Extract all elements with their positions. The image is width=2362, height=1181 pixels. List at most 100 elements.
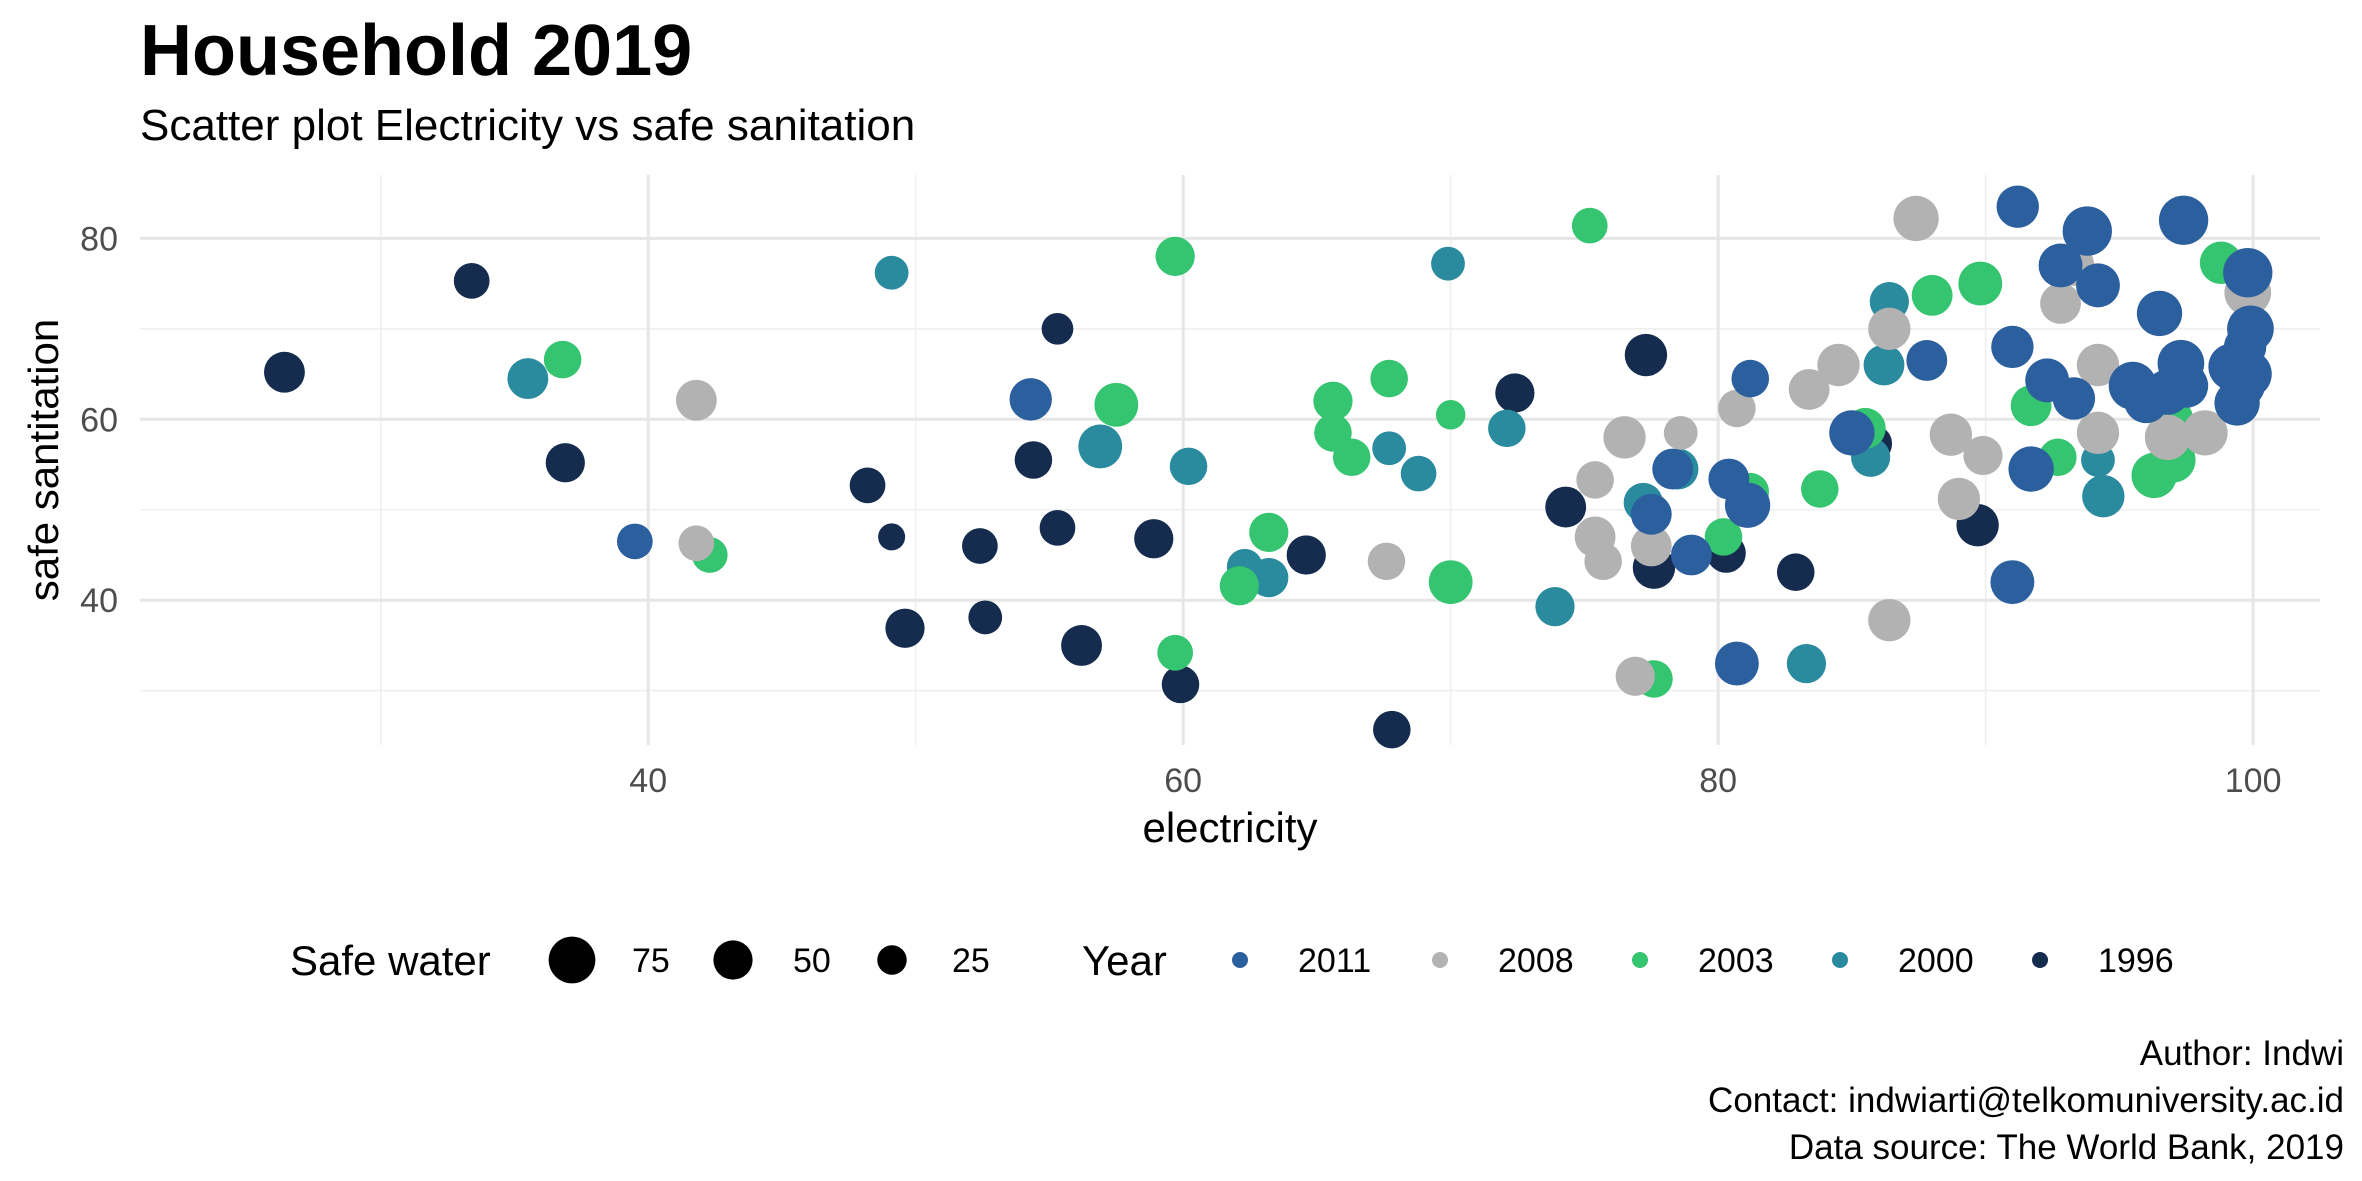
data-point	[2076, 411, 2120, 455]
size-legend: Safe water 75 50 25	[290, 936, 990, 984]
size-legend-label: 25	[952, 942, 990, 980]
size-legend-key	[877, 945, 907, 975]
color-legend-key	[2032, 952, 2048, 968]
data-point	[507, 358, 549, 399]
color-legend-key	[1832, 952, 1848, 968]
data-point	[2076, 263, 2120, 308]
data-point	[2223, 248, 2273, 298]
data-point	[1431, 246, 1465, 281]
caption-source: Data source: The World Bank, 2019	[1788, 1128, 2344, 1167]
chart-title: Household 2019	[140, 11, 693, 91]
data-points	[264, 185, 2274, 749]
data-point	[1155, 236, 1195, 277]
data-point	[1630, 525, 1672, 567]
chart-subtitle: Scatter plot Electricity vs safe sanitat…	[140, 101, 916, 150]
data-point	[2008, 446, 2054, 492]
data-point	[1863, 344, 1905, 386]
data-point	[1332, 438, 1371, 477]
series-1996	[264, 262, 1999, 749]
color-legend-key	[1632, 952, 1648, 968]
x-tick-label: 80	[1699, 762, 1737, 800]
data-point	[616, 523, 653, 560]
data-point	[1670, 534, 1712, 576]
x-tick-label: 100	[2225, 762, 2282, 800]
data-point	[1996, 185, 2039, 228]
data-point	[1134, 519, 1174, 559]
data-point	[453, 262, 490, 299]
caption-author: Author: Indwi	[2139, 1034, 2344, 1073]
data-point	[1545, 486, 1587, 528]
data-point	[874, 255, 909, 290]
data-point	[2076, 343, 2120, 387]
x-tick-label: 40	[629, 762, 667, 800]
data-point	[1991, 325, 2034, 369]
data-point	[264, 351, 305, 393]
data-point	[1786, 643, 1827, 684]
data-point	[1039, 509, 1076, 546]
data-point	[2136, 290, 2183, 337]
data-point	[1718, 389, 1756, 428]
data-point	[1929, 413, 1973, 456]
data-point	[962, 528, 998, 564]
caption-contact: Contact: indwiarti@telkomuniversity.ac.i…	[1708, 1081, 2344, 1120]
size-legend-key	[548, 936, 596, 984]
data-point	[2144, 414, 2191, 461]
data-point	[1731, 359, 1770, 398]
data-point	[1630, 493, 1672, 535]
data-point	[1893, 195, 1939, 242]
data-point	[2038, 243, 2083, 288]
data-point	[2223, 325, 2267, 369]
y-axis-label: safe santitation	[20, 319, 67, 602]
data-point	[1615, 656, 1655, 696]
data-point	[1428, 560, 1473, 605]
data-point	[1829, 410, 1875, 456]
series-2011	[616, 185, 2274, 686]
data-point	[1704, 518, 1743, 556]
x-axis-label: electricity	[1142, 804, 1317, 851]
data-point	[1663, 415, 1698, 450]
data-point	[675, 379, 717, 421]
data-point	[1624, 333, 1668, 377]
data-point	[878, 523, 906, 551]
data-point	[1868, 598, 1911, 642]
data-point	[1370, 359, 1408, 398]
data-point	[1652, 448, 1694, 490]
data-point	[543, 340, 582, 379]
data-point	[1603, 416, 1646, 459]
data-point	[2164, 363, 2209, 408]
data-point	[1817, 343, 1860, 387]
color-legend-label: 1996	[2098, 942, 2174, 980]
size-legend-label: 75	[632, 942, 670, 980]
data-point	[1161, 665, 1200, 704]
y-tick-label: 80	[80, 220, 118, 258]
color-legend-label: 2008	[1498, 942, 1574, 980]
y-tick-label: 60	[80, 401, 118, 439]
data-point	[1801, 470, 1839, 508]
data-point	[1776, 553, 1815, 591]
data-point	[1373, 710, 1411, 749]
caption: Author: Indwi Contact: indwiarti@telkomu…	[1708, 1030, 2344, 1171]
data-point	[1078, 424, 1123, 469]
data-point	[1495, 373, 1535, 413]
color-legend-label: 2011	[1298, 942, 1371, 980]
data-point	[1014, 441, 1053, 479]
size-legend-title: Safe water	[290, 937, 491, 984]
data-point	[1576, 461, 1614, 499]
x-tick-label: 60	[1164, 762, 1202, 800]
data-point	[1061, 625, 1102, 666]
data-point	[1990, 560, 2035, 605]
data-point	[2040, 283, 2081, 324]
data-point	[1219, 566, 1259, 606]
color-legend-label: 2003	[1698, 942, 1774, 980]
data-point	[885, 608, 925, 648]
data-point	[545, 443, 585, 483]
data-point	[678, 525, 715, 562]
data-point	[1435, 400, 1466, 430]
data-point	[1911, 274, 1953, 316]
legend: Safe water 75 50 25 Year 2011 2008 2003 2000 1996	[290, 936, 2174, 984]
color-legend-label: 2000	[1898, 942, 1974, 980]
data-point	[1535, 586, 1575, 627]
data-point	[1584, 542, 1622, 581]
data-point	[1788, 369, 1830, 410]
